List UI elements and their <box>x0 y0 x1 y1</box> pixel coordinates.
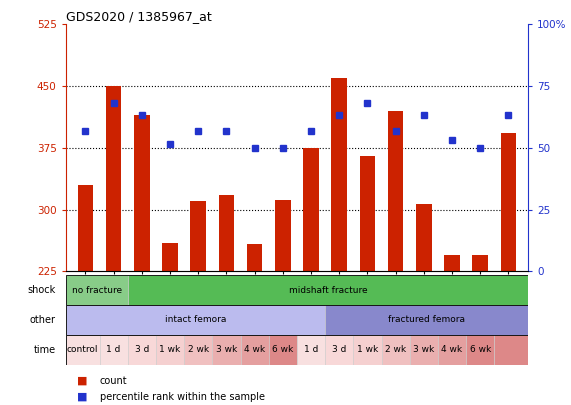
Bar <box>66 275 128 305</box>
Bar <box>134 115 150 271</box>
Bar <box>156 335 184 364</box>
Text: ■: ■ <box>77 392 87 402</box>
Bar <box>472 255 488 271</box>
Bar <box>99 335 128 364</box>
Text: 2 wk: 2 wk <box>385 345 406 354</box>
Bar <box>494 335 528 364</box>
Bar <box>303 148 319 271</box>
Text: 1 wk: 1 wk <box>159 345 180 354</box>
Bar <box>66 335 99 364</box>
Bar <box>66 275 528 305</box>
Bar <box>388 111 403 271</box>
Bar <box>381 335 410 364</box>
Text: 3 wk: 3 wk <box>216 345 237 354</box>
Bar <box>353 335 381 364</box>
Text: 1 d: 1 d <box>304 345 318 354</box>
Text: midshaft fracture: midshaft fracture <box>288 286 367 295</box>
Text: 6 wk: 6 wk <box>272 345 293 354</box>
Text: 6 wk: 6 wk <box>469 345 491 354</box>
Text: 4 wk: 4 wk <box>244 345 265 354</box>
Bar <box>240 335 269 364</box>
Bar <box>325 335 353 364</box>
Text: 1 wk: 1 wk <box>357 345 378 354</box>
Text: time: time <box>34 345 56 355</box>
Text: 3 d: 3 d <box>332 345 347 354</box>
Text: intact femora: intact femora <box>164 315 226 324</box>
Text: no fracture: no fracture <box>71 286 122 295</box>
Bar <box>360 156 375 271</box>
Bar <box>444 255 460 271</box>
Bar <box>325 305 528 335</box>
Bar <box>269 335 297 364</box>
Bar <box>78 185 93 271</box>
Text: control: control <box>67 345 98 354</box>
Bar <box>162 243 178 271</box>
Text: ■: ■ <box>77 376 87 386</box>
Bar <box>66 335 528 364</box>
Bar <box>66 305 325 335</box>
Text: other: other <box>30 315 56 325</box>
Text: 1 d: 1 d <box>106 345 121 354</box>
Bar <box>128 275 528 305</box>
Bar <box>219 195 234 271</box>
Bar <box>247 244 262 271</box>
Bar <box>275 200 291 271</box>
Bar <box>297 335 325 364</box>
Text: 3 wk: 3 wk <box>413 345 435 354</box>
Bar <box>106 86 122 271</box>
Bar <box>438 335 466 364</box>
Text: fractured femora: fractured femora <box>388 315 465 324</box>
Text: shock: shock <box>27 285 56 295</box>
Text: 4 wk: 4 wk <box>441 345 463 354</box>
Bar <box>212 335 240 364</box>
Bar <box>191 201 206 271</box>
Text: count: count <box>100 376 127 386</box>
Bar <box>66 305 528 335</box>
Text: 3 d: 3 d <box>135 345 149 354</box>
Text: GDS2020 / 1385967_at: GDS2020 / 1385967_at <box>66 10 211 23</box>
Bar <box>184 335 212 364</box>
Bar <box>332 78 347 271</box>
Bar <box>416 204 432 271</box>
Bar <box>466 335 494 364</box>
Text: percentile rank within the sample: percentile rank within the sample <box>100 392 265 402</box>
Bar <box>501 133 516 271</box>
Bar <box>410 335 438 364</box>
Text: 2 wk: 2 wk <box>188 345 209 354</box>
Bar <box>128 335 156 364</box>
